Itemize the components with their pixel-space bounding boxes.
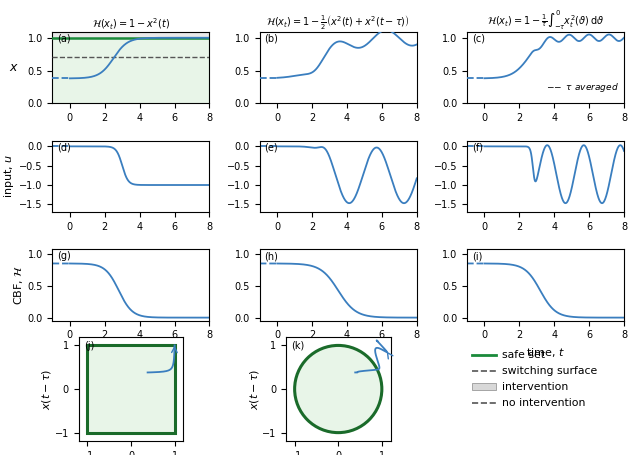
Text: (e): (e): [264, 143, 278, 153]
Legend: safe set, switching surface, intervention, no intervention: safe set, switching surface, interventio…: [472, 350, 597, 409]
Text: (k): (k): [291, 341, 305, 351]
Text: (f): (f): [472, 143, 483, 153]
Title: $\mathcal{H}(x_t) = 1 - x^2(t)$: $\mathcal{H}(x_t) = 1 - x^2(t)$: [92, 16, 170, 32]
X-axis label: time, $t$: time, $t$: [526, 346, 565, 359]
Text: (d): (d): [57, 143, 71, 153]
Text: (h): (h): [264, 252, 278, 262]
Text: (j): (j): [84, 341, 94, 351]
Ellipse shape: [294, 345, 382, 433]
Text: (b): (b): [264, 34, 278, 44]
Text: (i): (i): [472, 252, 482, 262]
Text: (g): (g): [57, 252, 71, 262]
Title: $\mathcal{H}(x_t) = 1 - \frac{1}{2}\left(x^2(t) + x^2(t-\tau)\right)$: $\mathcal{H}(x_t) = 1 - \frac{1}{2}\left…: [266, 14, 410, 32]
Text: (a): (a): [57, 34, 71, 44]
Y-axis label: $x(t-\tau)$: $x(t-\tau)$: [40, 369, 53, 410]
Y-axis label: input, $u$: input, $u$: [3, 154, 17, 198]
Y-axis label: CBF, $\mathcal{H}$: CBF, $\mathcal{H}$: [12, 265, 24, 305]
X-axis label: time, $t$: time, $t$: [319, 346, 358, 359]
Text: (c): (c): [472, 34, 484, 44]
Bar: [88, 345, 175, 433]
Y-axis label: $x(t-\tau)$: $x(t-\tau)$: [248, 369, 260, 410]
Title: $\mathcal{H}(x_t) = 1 - \frac{1}{\tau}\int_{-\tau}^{0} x_t^2(\vartheta)\,\mathrm: $\mathcal{H}(x_t) = 1 - \frac{1}{\tau}\i…: [487, 8, 604, 32]
Text: $-\!-$ $\tau$ averaged: $-\!-$ $\tau$ averaged: [547, 81, 620, 94]
Y-axis label: $x$: $x$: [8, 61, 19, 74]
X-axis label: time, $t$: time, $t$: [111, 346, 150, 359]
